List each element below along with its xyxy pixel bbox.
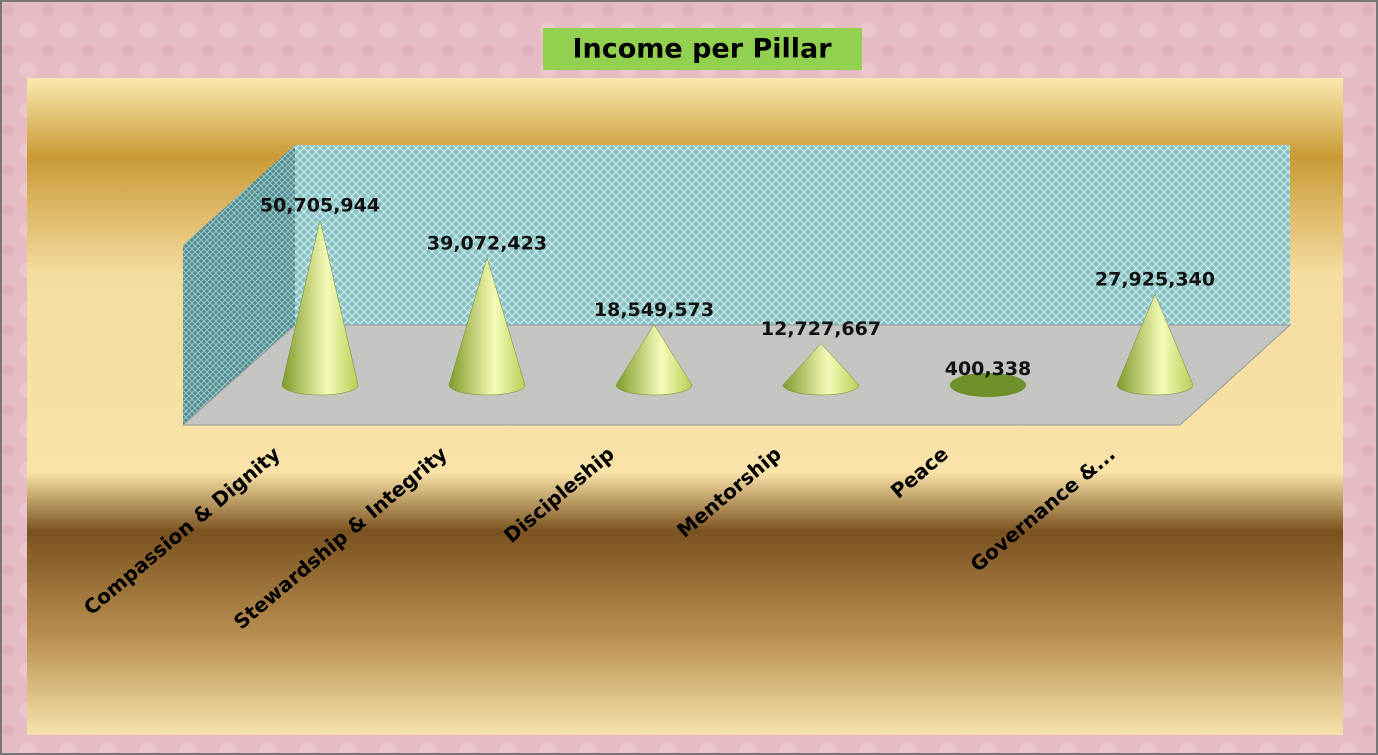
data-label: 39,072,423 [427,232,547,254]
cone [615,324,693,396]
cone [1116,293,1194,396]
data-label: 50,705,944 [260,195,380,217]
back-wall [295,145,1290,325]
data-label: 18,549,573 [594,299,714,321]
data-label: 27,925,340 [1095,269,1215,291]
cone-base [950,373,1026,397]
cone [448,256,526,396]
data-label: 12,727,667 [761,318,881,340]
title-box [543,28,862,70]
chart-title: Income per Pillar [572,34,832,65]
cone [281,219,359,396]
data-label: 400,338 [945,358,1032,380]
cone [782,343,860,396]
side-wall [183,145,295,425]
